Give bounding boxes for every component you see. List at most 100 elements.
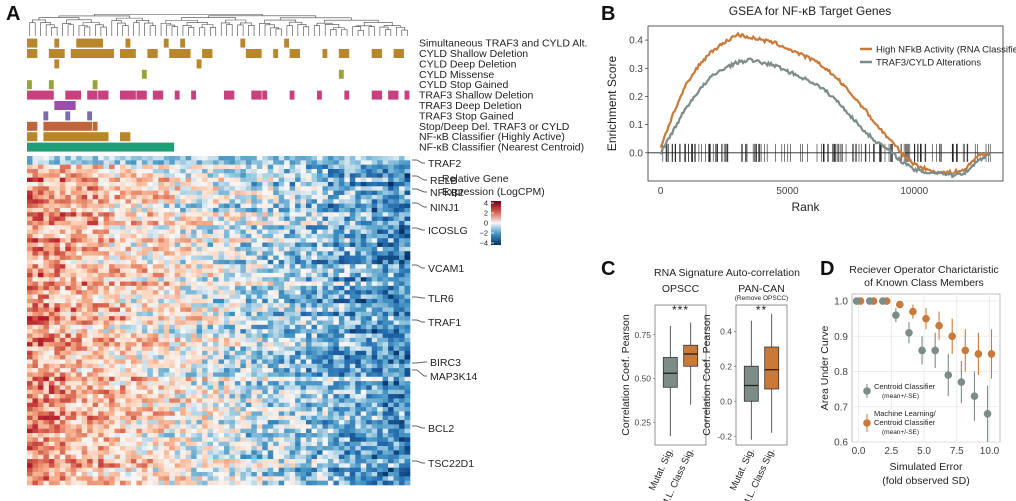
- heatmap-cell: [87, 446, 93, 451]
- heatmap-cell: [316, 285, 323, 291]
- heatmap-cell: [267, 238, 274, 243]
- heatmap-cell: [295, 342, 301, 347]
- heatmap-cell: [169, 281, 176, 287]
- heatmap-cell: [32, 311, 39, 317]
- heatmap-cell: [316, 233, 323, 239]
- heatmap-cell: [316, 229, 323, 235]
- heatmap-cell: [316, 242, 323, 248]
- heatmap-cell: [125, 220, 132, 226]
- heatmap-cell: [65, 324, 72, 330]
- heatmap-cell: [327, 203, 334, 209]
- heatmap-cell: [278, 433, 285, 438]
- heatmap-cell: [404, 173, 411, 178]
- heatmap-cell: [114, 268, 121, 274]
- heatmap-cell: [48, 268, 55, 274]
- heatmap-cell: [366, 290, 372, 295]
- heatmap-cell: [404, 333, 411, 339]
- heatmap-cell: [278, 329, 285, 334]
- heatmap-cell: [98, 181, 104, 187]
- heatmap-cell: [185, 233, 192, 239]
- heatmap-cell: [262, 242, 269, 248]
- heatmap-cell: [174, 368, 181, 373]
- heatmap-cell: [295, 428, 301, 434]
- heatmap-cell: [163, 199, 170, 204]
- heatmap-cell: [65, 168, 72, 174]
- heatmap-cell: [388, 316, 394, 321]
- heatmap-cell: [158, 225, 165, 230]
- heatmap-cell: [349, 311, 356, 317]
- heatmap-cell: [174, 281, 181, 287]
- heatmap-cell: [65, 242, 72, 248]
- heatmap-cell: [316, 281, 323, 287]
- heatmap-cell: [349, 359, 356, 365]
- heatmap-cell: [59, 233, 66, 239]
- heatmap-cell: [152, 164, 159, 170]
- heatmap-cell: [273, 233, 279, 239]
- heatmap-cell: [295, 212, 301, 217]
- heatmap-cell: [229, 199, 236, 204]
- heatmap-cell: [87, 255, 93, 261]
- heatmap-cell: [76, 407, 83, 412]
- heatmap-cell: [223, 368, 230, 373]
- heatmap-cell: [202, 355, 208, 360]
- heatmap-cell: [273, 199, 279, 204]
- heatmap-cell: [213, 216, 219, 222]
- heatmap-cell: [382, 398, 389, 404]
- annotation-track-cell: [48, 80, 54, 90]
- heatmap-cell: [256, 229, 263, 235]
- heatmap-cell: [191, 168, 197, 174]
- heatmap-cell: [338, 428, 345, 434]
- heatmap-cell: [114, 363, 121, 369]
- heatmap-cell: [103, 372, 110, 378]
- heatmap-cell: [218, 290, 225, 295]
- heatmap-cell: [196, 199, 203, 204]
- heatmap-cell: [180, 311, 186, 317]
- heatmap-cell: [54, 402, 61, 408]
- heatmap-cell: [404, 381, 411, 386]
- heatmap-cell: [54, 320, 61, 326]
- heatmap-cell: [382, 428, 389, 434]
- heatmap-cell: [87, 363, 93, 369]
- heatmap-cell: [344, 337, 351, 343]
- heatmap-cell: [70, 242, 77, 248]
- heatmap-cell: [366, 173, 372, 178]
- annotation-track-cell: [54, 38, 60, 48]
- heatmap-cell: [163, 203, 170, 209]
- heatmap-cell: [213, 389, 219, 395]
- heatmap-cell: [404, 177, 411, 183]
- heatmap-cell: [338, 277, 345, 282]
- heatmap-cell: [70, 376, 77, 382]
- heatmap-cell: [311, 238, 318, 243]
- heatmap-cell: [180, 220, 186, 226]
- heatmap-cell: [32, 216, 39, 222]
- heatmap-cell: [54, 450, 61, 455]
- heatmap-cell: [48, 242, 55, 248]
- heatmap-cell: [48, 156, 55, 161]
- heatmap-cell: [349, 316, 356, 321]
- heatmap-cell: [109, 398, 115, 404]
- heatmap-cell: [284, 346, 290, 352]
- heatmap-cell: [163, 329, 170, 334]
- heatmap-cell: [92, 173, 99, 178]
- heatmap-cell: [196, 255, 203, 261]
- heatmap-cell: [98, 173, 104, 178]
- heatmap-cell: [360, 259, 367, 265]
- heatmap-cell: [27, 320, 33, 326]
- heatmap-cell: [311, 285, 318, 291]
- heatmap-cell: [141, 281, 148, 287]
- heatmap-cell: [284, 402, 290, 408]
- heatmap-cell: [388, 203, 394, 209]
- heatmap-cell: [169, 320, 176, 326]
- heatmap-cell: [278, 389, 285, 395]
- heatmap-cell: [223, 415, 230, 421]
- heatmap-cell: [349, 303, 356, 308]
- heatmap-cell: [169, 415, 176, 421]
- heatmap-cell: [202, 394, 208, 399]
- heatmap-cell: [109, 311, 115, 317]
- heatmap-cell: [289, 311, 296, 317]
- heatmap-cell: [158, 437, 165, 443]
- heatmap-cell: [223, 207, 230, 213]
- heatmap-cell: [152, 411, 159, 417]
- dendrogram-branch: [29, 22, 36, 36]
- heatmap-cell: [344, 160, 351, 165]
